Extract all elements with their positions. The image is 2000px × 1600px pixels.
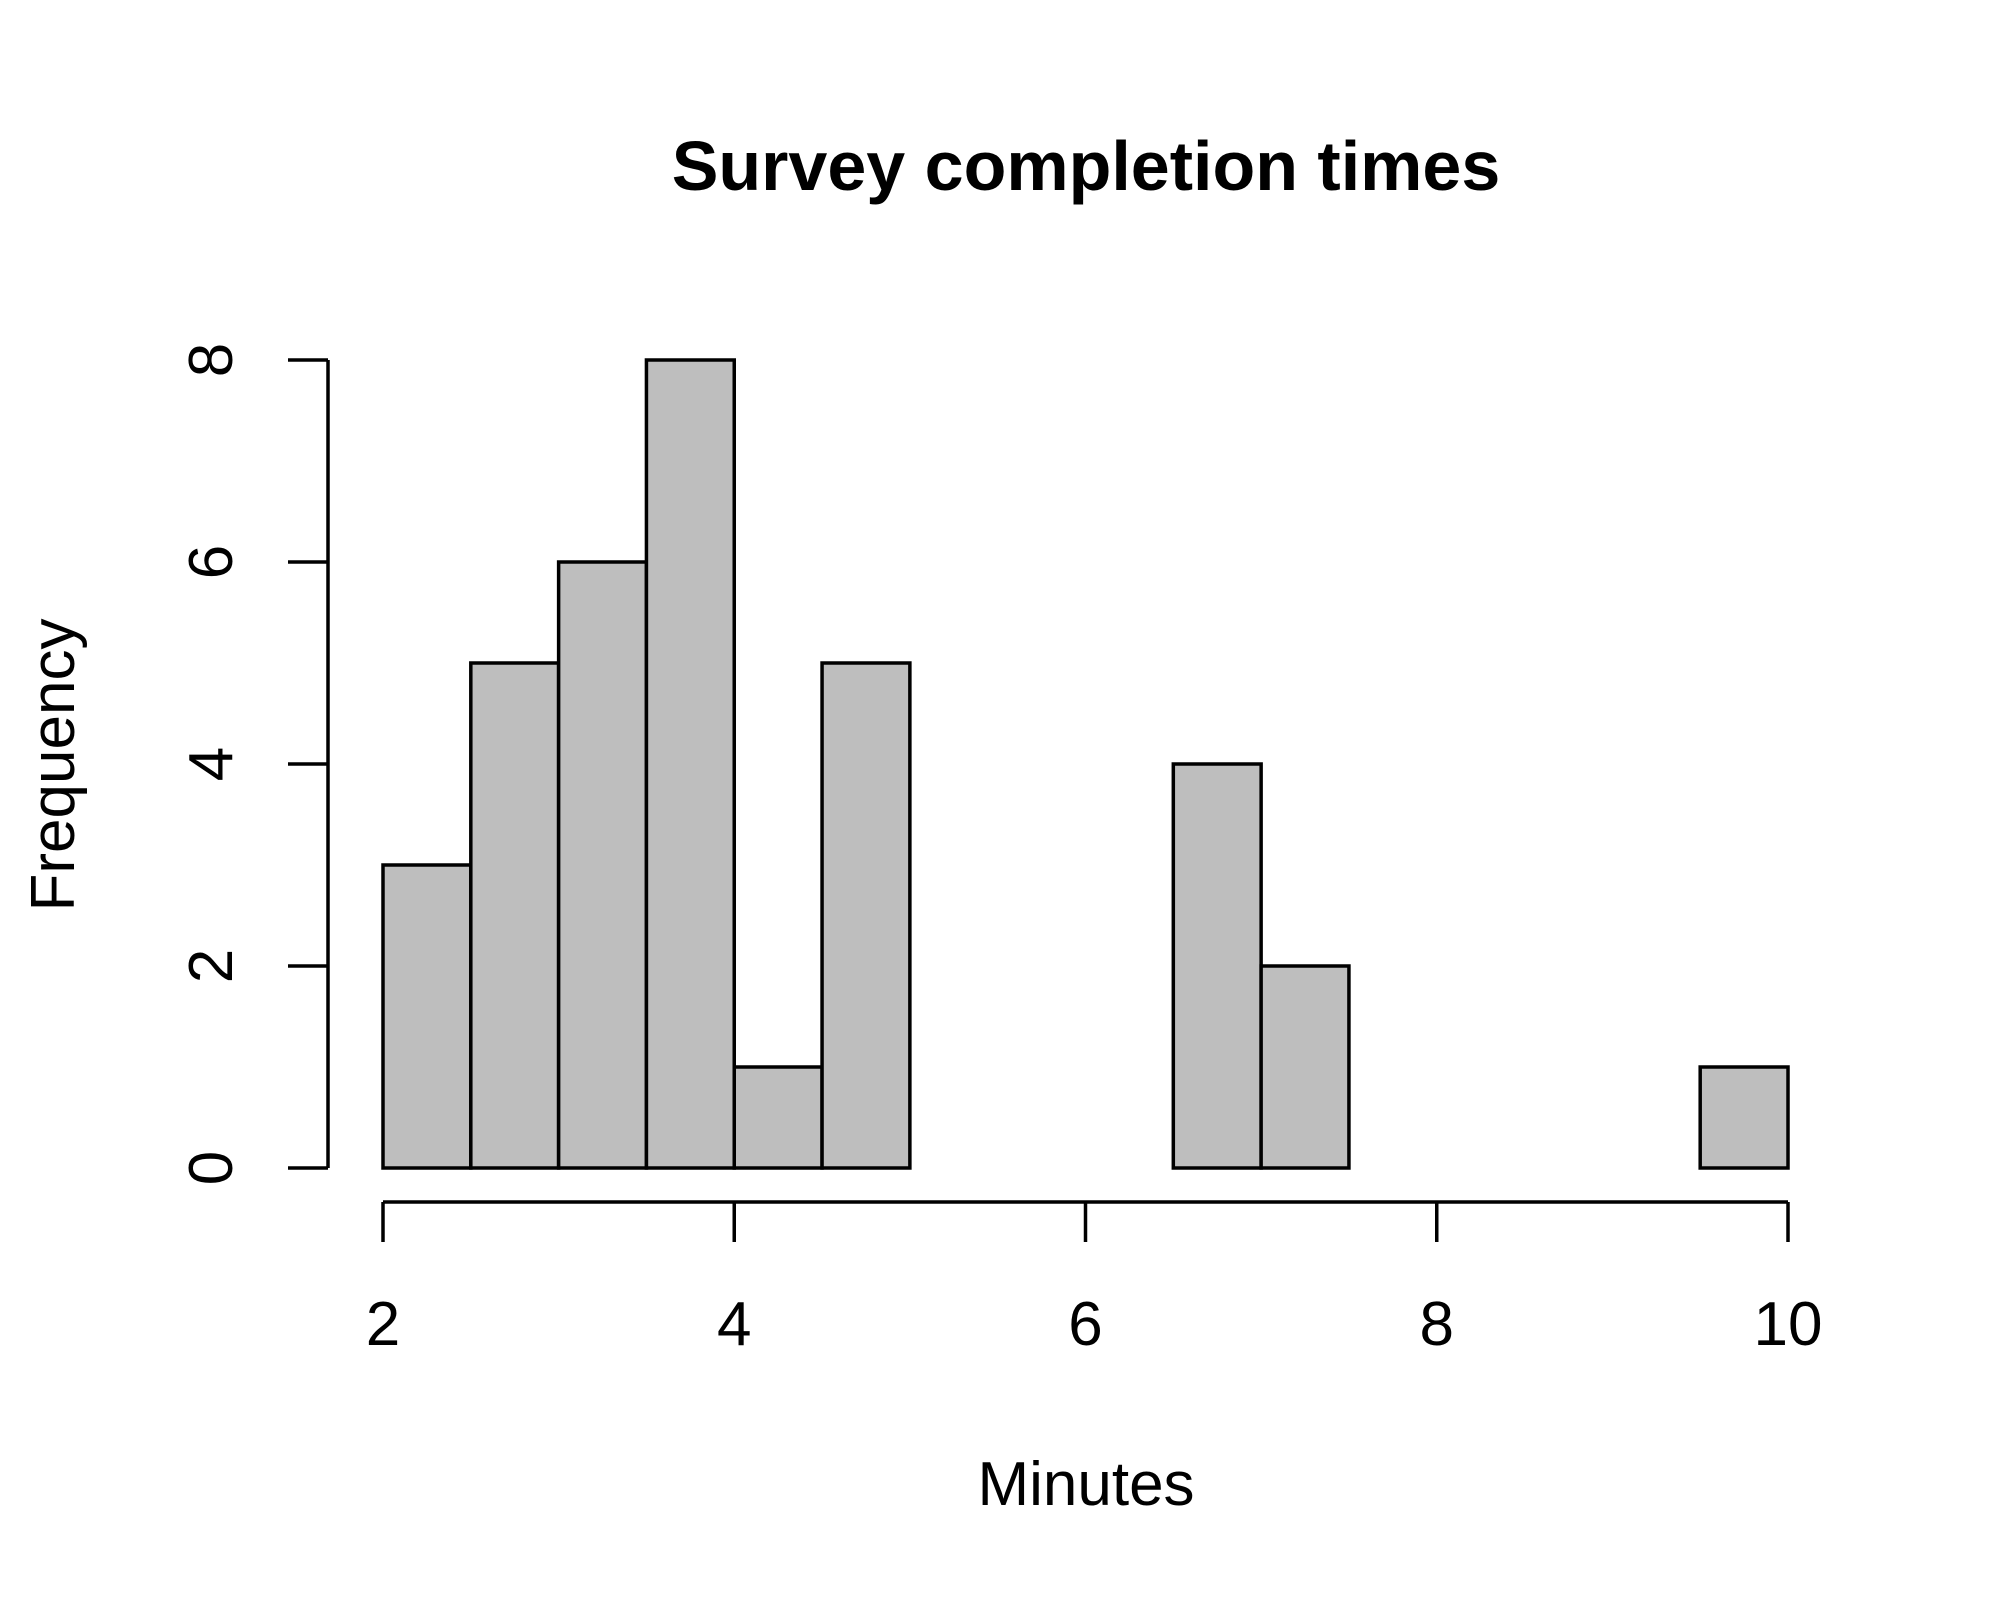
y-axis: 0 2 4 6 8 [177,343,330,1185]
histogram-bar [820,661,912,1170]
y-tick-label: 2 [177,949,246,983]
histogram-bar [1698,1065,1790,1170]
y-tick-label: 8 [177,343,246,377]
x-tick-label: 8 [1420,1290,1454,1359]
histogram-bar [644,358,736,1170]
chart-title: Survey completion times [672,127,1501,205]
y-axis-label: Frequency [19,619,88,912]
histogram-bar [1259,964,1351,1170]
x-tick-label: 2 [366,1290,400,1359]
y-tick-label: 6 [177,545,246,579]
histogram-bar [1171,762,1263,1170]
x-tick-label: 6 [1068,1290,1102,1359]
x-tick-label: 4 [717,1290,751,1359]
x-tick-label: 10 [1754,1290,1823,1359]
y-tick-label: 4 [177,747,246,781]
histogram-bar [469,661,561,1170]
bars-group [381,358,1790,1170]
x-axis: 2 4 6 8 10 [366,1200,1823,1359]
histogram-bar [381,863,473,1170]
x-axis-label: Minutes [977,1450,1194,1519]
histogram-bar [732,1065,824,1170]
y-tick-label: 0 [177,1151,246,1185]
histogram-bar [556,560,649,1170]
